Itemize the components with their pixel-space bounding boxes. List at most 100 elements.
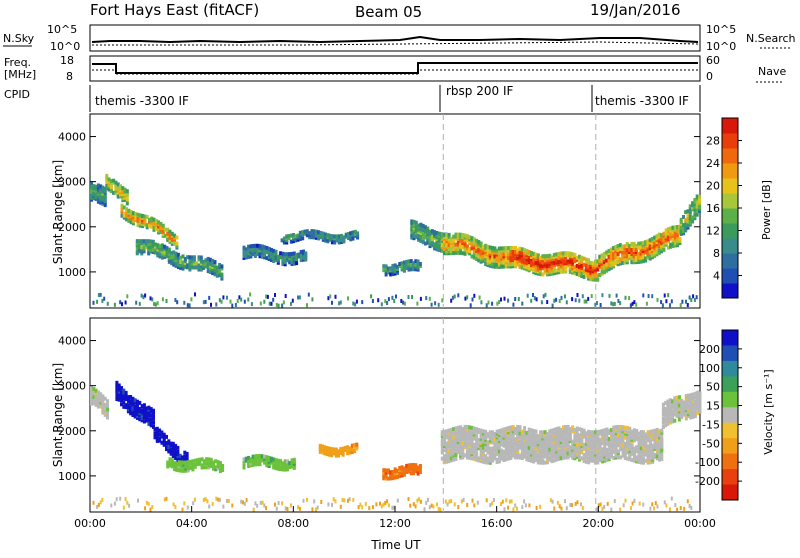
echo-cell bbox=[340, 238, 344, 242]
echo-cell bbox=[541, 260, 545, 265]
echo-cell bbox=[121, 186, 125, 191]
echo-cell bbox=[688, 206, 692, 211]
echo-cell bbox=[477, 250, 481, 255]
echo-cell bbox=[253, 247, 257, 252]
echo-cell bbox=[673, 396, 677, 401]
echo-cell bbox=[292, 251, 296, 256]
echo-cell bbox=[696, 400, 700, 405]
echo-cell bbox=[607, 439, 611, 443]
echo-cell bbox=[612, 246, 616, 251]
echo-cell bbox=[247, 464, 251, 468]
echo-cell bbox=[648, 429, 652, 434]
echo-cell bbox=[411, 295, 413, 299]
echo-cell bbox=[612, 445, 616, 450]
echo-cell bbox=[551, 303, 554, 308]
echo-cell bbox=[281, 501, 284, 506]
echo-cell bbox=[673, 241, 677, 246]
echo-cell bbox=[609, 259, 613, 264]
echo-cell bbox=[668, 416, 672, 421]
echo-cell bbox=[165, 252, 169, 257]
echo-cell bbox=[465, 234, 469, 239]
echo-cell bbox=[575, 266, 579, 270]
echo-cell bbox=[628, 246, 632, 250]
echo-cell bbox=[344, 232, 348, 237]
echo-cell bbox=[186, 460, 190, 465]
echo-cell bbox=[107, 177, 111, 182]
echo-cell bbox=[546, 264, 549, 269]
echo-cell bbox=[594, 456, 597, 461]
echo-cell bbox=[605, 447, 609, 452]
echo-cell bbox=[676, 231, 680, 236]
echo-cell bbox=[471, 498, 474, 503]
echo-cell bbox=[400, 465, 404, 470]
echo-cell bbox=[199, 261, 203, 266]
echo-cell bbox=[165, 434, 168, 439]
echo-cell bbox=[116, 186, 120, 191]
echo-cell bbox=[157, 224, 161, 229]
echo-cell bbox=[135, 249, 139, 254]
echo-cell bbox=[684, 226, 688, 231]
echo-cell bbox=[650, 243, 654, 248]
echo-cell bbox=[396, 474, 399, 479]
echo-cell bbox=[145, 215, 149, 220]
echo-cell bbox=[587, 264, 591, 269]
echo-cell bbox=[548, 435, 552, 440]
echo-cell bbox=[448, 499, 451, 504]
echo-cell bbox=[454, 452, 458, 457]
echo-cell bbox=[555, 297, 558, 302]
echo-cell bbox=[589, 456, 593, 461]
echo-cell bbox=[514, 246, 517, 250]
echo-cell bbox=[202, 259, 206, 264]
echo-cell bbox=[277, 501, 280, 505]
echo-cell bbox=[507, 298, 510, 303]
echo-cell bbox=[349, 235, 353, 240]
echo-cell bbox=[523, 448, 527, 453]
echo-cell bbox=[386, 301, 389, 305]
echo-cell bbox=[323, 451, 327, 456]
echo-cell bbox=[550, 430, 554, 435]
echo-cell bbox=[626, 450, 629, 455]
echo-cell bbox=[265, 294, 268, 299]
y-tick-label: 4000 bbox=[58, 131, 86, 144]
echo-cell bbox=[161, 223, 165, 228]
echo-cell bbox=[675, 401, 679, 406]
echo-cell bbox=[559, 427, 563, 432]
echo-cell bbox=[452, 451, 456, 456]
echo-cell bbox=[405, 468, 409, 472]
echo-cell bbox=[623, 425, 627, 430]
echo-cell bbox=[520, 437, 524, 442]
echo-cell bbox=[648, 238, 652, 243]
echo-cell bbox=[507, 456, 511, 461]
echo-cell bbox=[619, 507, 622, 512]
echo-cell bbox=[525, 445, 529, 450]
colorbar-swatch bbox=[722, 268, 738, 284]
echo-cell bbox=[691, 203, 695, 208]
echo-cell bbox=[557, 428, 561, 433]
echo-cell bbox=[698, 409, 702, 414]
echo-cell bbox=[502, 252, 506, 257]
echo-cell bbox=[507, 440, 511, 445]
echo-cell bbox=[650, 237, 654, 241]
echo-cell bbox=[648, 431, 652, 436]
echo-cell bbox=[380, 504, 383, 509]
echo-cell bbox=[491, 501, 494, 506]
echo-cell bbox=[621, 453, 625, 458]
echo-cell bbox=[600, 435, 604, 440]
echo-cell bbox=[473, 503, 476, 508]
echo-cell bbox=[267, 253, 271, 257]
echo-cell bbox=[165, 441, 168, 445]
echo-cell bbox=[680, 400, 684, 405]
echo-cell bbox=[502, 264, 506, 269]
echo-cell bbox=[290, 251, 294, 256]
echo-cell bbox=[596, 507, 598, 512]
echo-cell bbox=[555, 441, 559, 446]
echo-cell bbox=[202, 300, 205, 305]
echo-cell bbox=[591, 458, 595, 463]
echo-cell bbox=[147, 405, 151, 410]
echo-cell bbox=[619, 433, 623, 438]
echo-cell bbox=[265, 246, 269, 250]
echo-cell bbox=[318, 449, 322, 454]
echo-cell bbox=[488, 249, 492, 254]
echo-cell bbox=[539, 436, 543, 441]
nave-label: Nave bbox=[758, 65, 786, 78]
